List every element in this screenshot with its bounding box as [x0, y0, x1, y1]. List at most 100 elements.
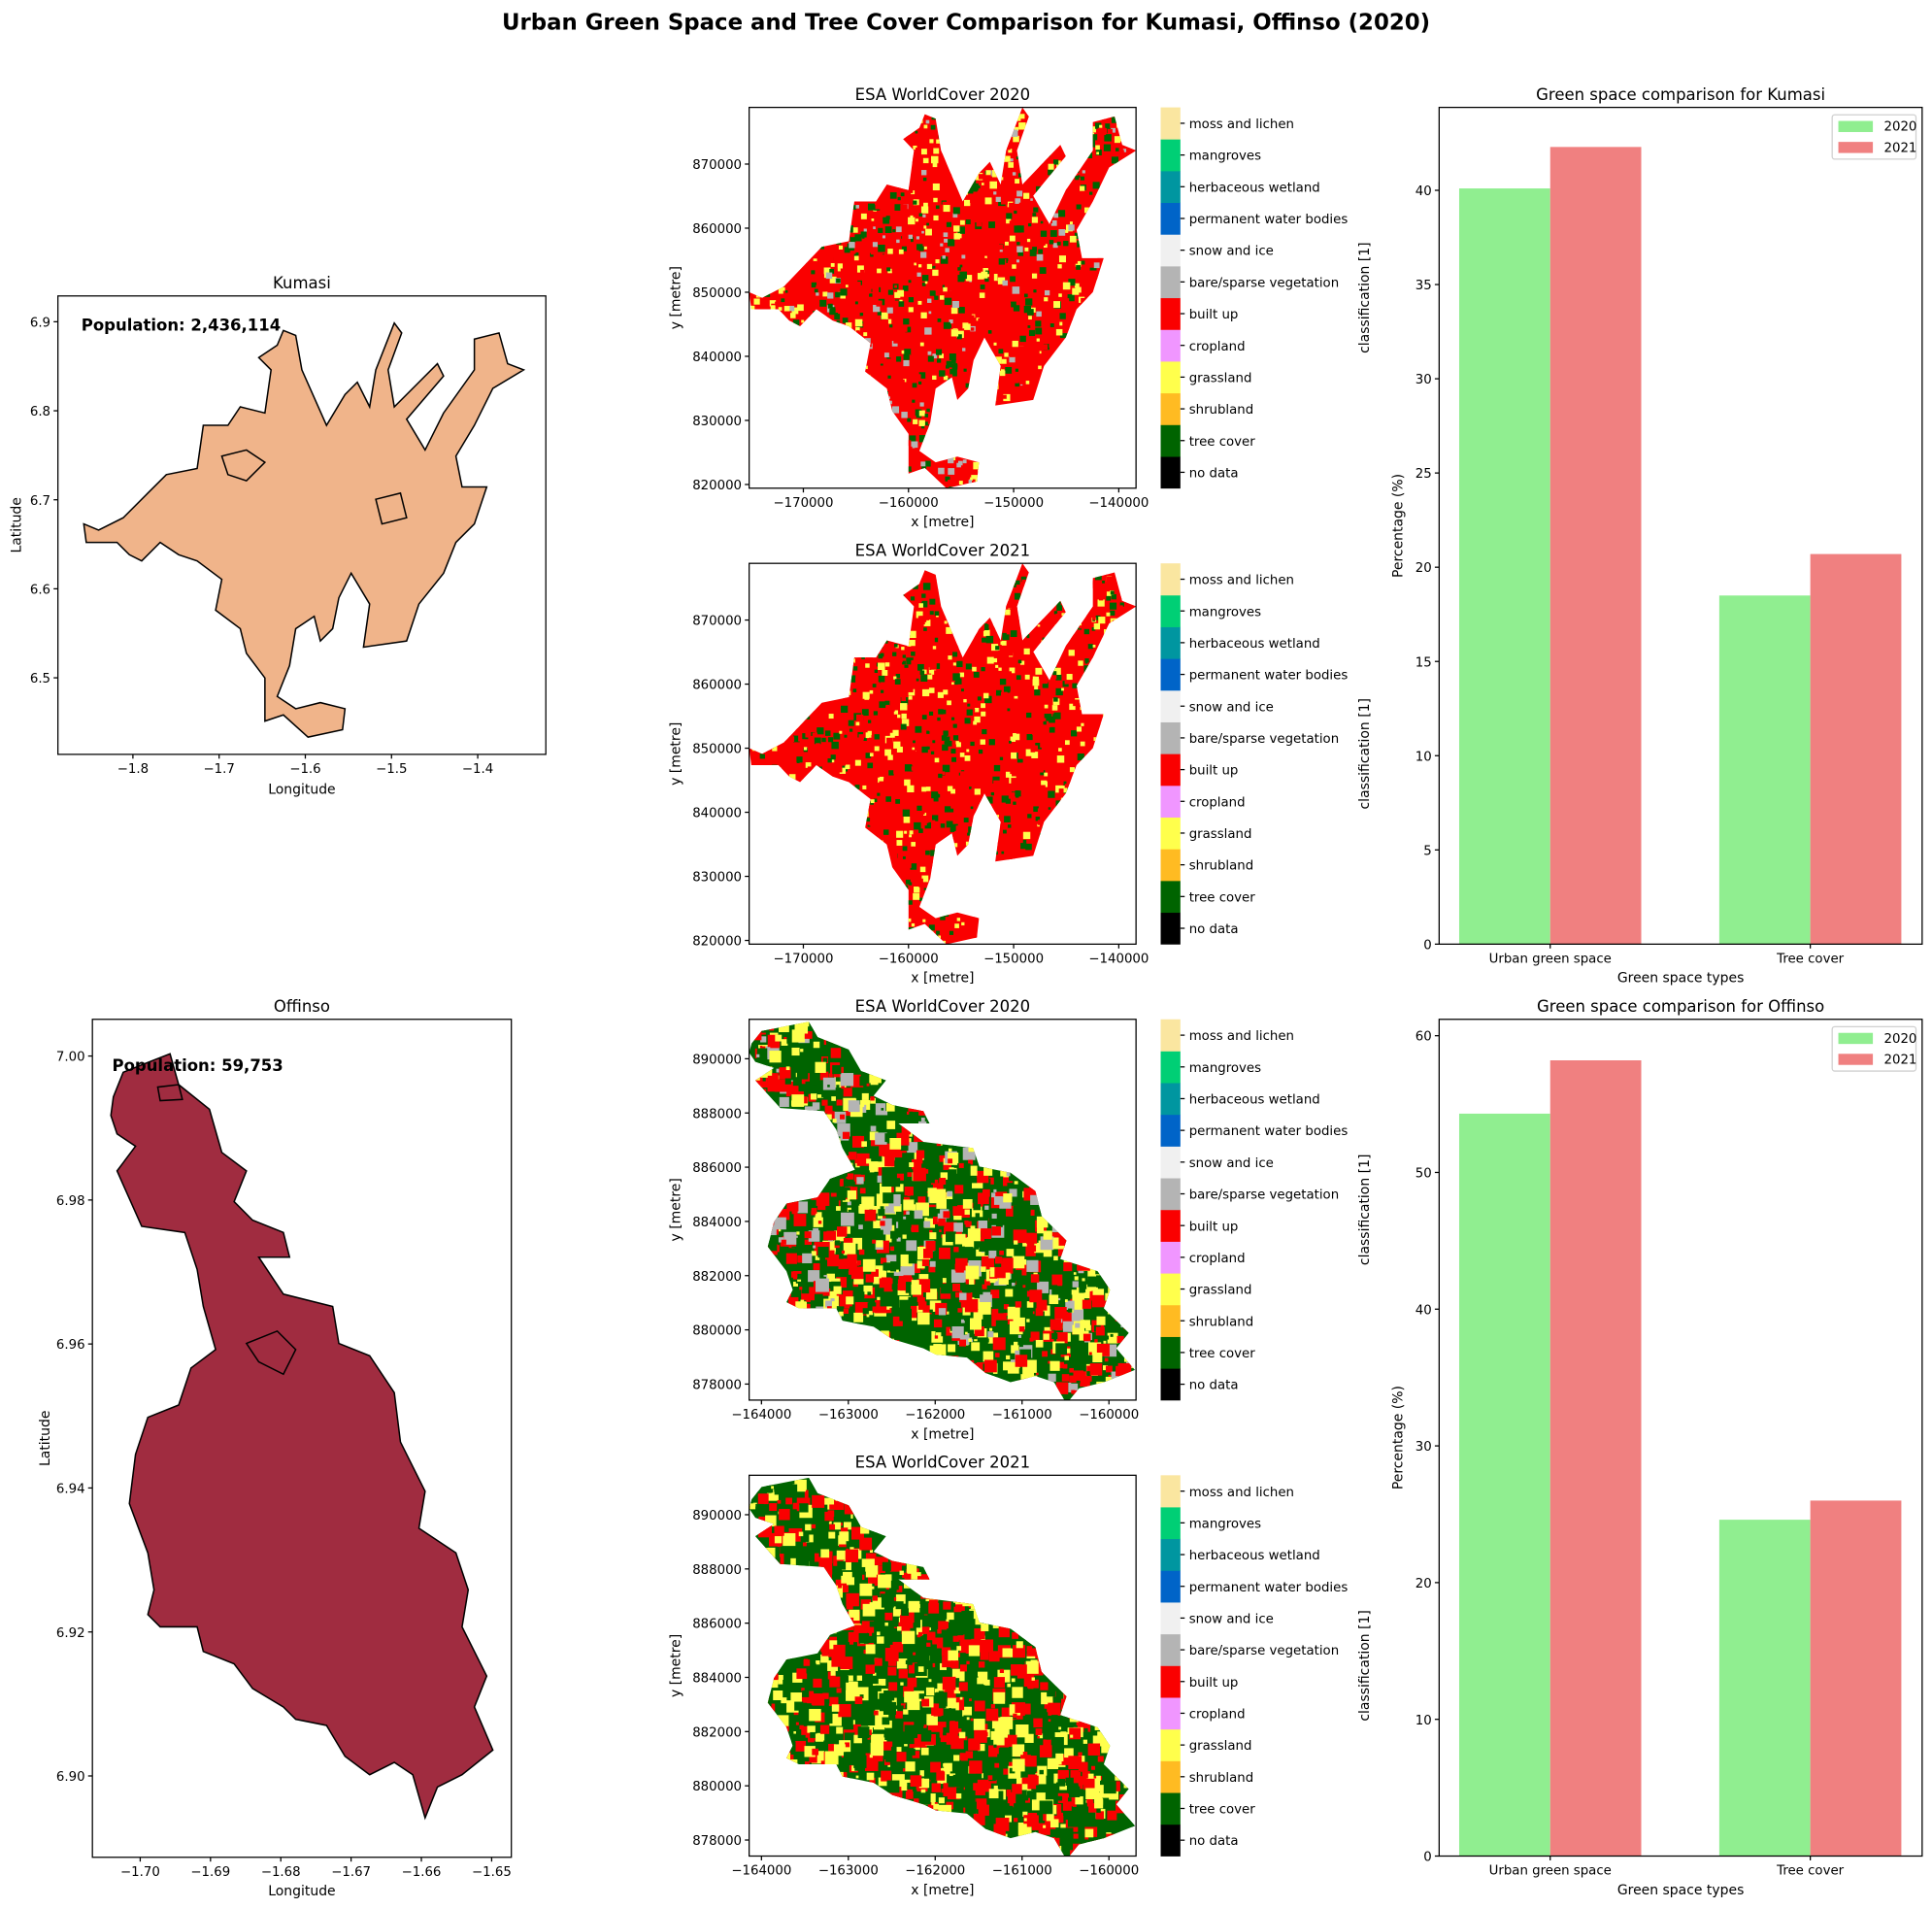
landcover-pixel: [797, 304, 804, 312]
landcover-pixel: [1095, 145, 1100, 151]
landcover-pixel: [825, 272, 833, 280]
landcover-pixel: [1016, 580, 1020, 586]
landcover-pixel: [918, 897, 923, 902]
landcover-pixel: [977, 696, 982, 701]
landcover-pixel: [937, 830, 942, 835]
landcover-pixel: [1072, 287, 1080, 295]
landcover-pixel: [820, 760, 824, 764]
landcover-pixel: [1010, 767, 1016, 775]
offinso-map-ylabel: Latitude: [38, 1411, 53, 1466]
landcover-pixel: [1007, 708, 1011, 712]
landcover-pixel: [918, 213, 923, 217]
landcover-pixel: [1025, 298, 1033, 306]
landcover-pixel: [918, 372, 926, 379]
landcover-pixel: [1011, 351, 1015, 356]
landcover-pixel: [882, 235, 885, 239]
landcover-pixel: [845, 765, 849, 770]
landcover-pixel: [894, 285, 897, 288]
landcover-pixel: [821, 737, 826, 743]
landcover-pixel: [1048, 169, 1054, 176]
landcover-pixel: [1007, 142, 1012, 147]
landcover-pixel: [1016, 841, 1020, 846]
landcover-pixel: [884, 1155, 895, 1167]
landcover-pixel: [956, 462, 961, 468]
landcover-pixel: [1009, 220, 1015, 225]
landcover-pixel: [1082, 170, 1085, 174]
landcover-pixel: [1059, 786, 1068, 793]
landcover-pixel: [830, 262, 835, 267]
landcover-pixel: [1016, 756, 1023, 763]
landcover-pixel: [1005, 771, 1013, 778]
landcover-pixel: [899, 658, 903, 662]
landcover-pixel: [847, 269, 852, 276]
landcover-pixel: [1012, 246, 1016, 251]
colorbar-label: moss and lichen: [1189, 574, 1294, 588]
landcover-pixel: [1110, 610, 1116, 616]
landcover-pixel: [1044, 289, 1050, 296]
landcover-pixel: [993, 295, 997, 299]
offinso-map-xtick-label: −1.65: [472, 1865, 512, 1880]
landcover-pixel: [1042, 344, 1049, 350]
landcover-pixel: [933, 215, 939, 221]
landcover-pixel: [997, 273, 1005, 281]
landcover-pixel: [902, 878, 906, 882]
landcover-pixel: [910, 863, 917, 870]
landcover-pixel: [998, 380, 1006, 386]
landcover-pixel: [923, 856, 931, 863]
landcover-pixel: [1092, 617, 1096, 620]
landcover-pixel: [990, 328, 998, 336]
landcover-pixel: [952, 207, 960, 215]
landcover-pixel: [1050, 156, 1054, 160]
landcover-pixel: [1069, 221, 1073, 225]
landcover-pixel: [964, 474, 971, 480]
colorbar-swatch: [1160, 880, 1181, 914]
landcover-pixel: [888, 400, 892, 405]
landcover-pixel: [1004, 609, 1011, 616]
landcover-pixel: [866, 307, 874, 315]
landcover-pixel: [920, 251, 927, 258]
offinso-map-xtick-label: −1.69: [190, 1865, 230, 1880]
landcover-pixel: [915, 148, 918, 151]
landcover-pixel: [924, 821, 932, 829]
landcover-pixel: [840, 292, 846, 299]
landcover-pixel: [1014, 210, 1017, 215]
landcover-pixel: [1008, 713, 1016, 720]
landcover-pixel: [885, 292, 893, 300]
landcover-pixel: [904, 830, 908, 834]
landcover-pixel: [940, 256, 949, 264]
landcover-pixel: [1122, 149, 1127, 152]
landcover-pixel: [949, 766, 953, 770]
landcover-pixel: [936, 758, 945, 767]
landcover-pixel: [1031, 727, 1037, 732]
landcover-pixel: [952, 723, 957, 728]
landcover-pixel: [915, 725, 922, 733]
landcover-pixel: [1012, 637, 1018, 643]
landcover-pixel: [931, 155, 939, 164]
landcover-pixel: [970, 195, 978, 203]
landcover-pixel: [1017, 173, 1023, 178]
landcover-pixel: [924, 281, 928, 285]
landcover-pixel: [1016, 259, 1019, 263]
landcover-pixel: [916, 194, 922, 201]
landcover-pixel: [1012, 847, 1019, 854]
landcover-pixel: [914, 375, 918, 381]
landcover-pixel: [950, 464, 954, 468]
landcover-pixel: [982, 637, 986, 643]
landcover-pixel: [979, 292, 985, 298]
landcover-pixel: [1012, 376, 1019, 384]
landcover-pixel: [1048, 807, 1051, 810]
landcover-pixel: [976, 773, 982, 779]
landcover-pixel: [944, 620, 948, 624]
landcover-pixel: [1055, 776, 1060, 782]
landcover-pixel: [1000, 344, 1008, 351]
landcover-pixel: [915, 448, 919, 452]
landcover-pixel: [1007, 296, 1012, 301]
landcover-pixel: [921, 715, 927, 720]
kumasi-map-ytick-label: 6.7: [30, 494, 50, 509]
landcover-pixel: [930, 751, 935, 755]
landcover-pixel: [901, 696, 907, 702]
landcover-pixel: [913, 834, 918, 840]
landcover-pixel: [1028, 329, 1036, 337]
landcover-pixel: [957, 358, 964, 365]
landcover-pixel: [965, 841, 971, 846]
